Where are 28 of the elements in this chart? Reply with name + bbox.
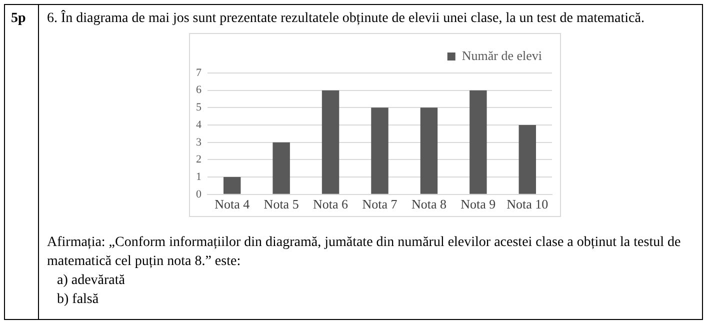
- bar: [223, 177, 241, 194]
- y-tick-label: 4: [196, 118, 202, 131]
- legend-label: Număr de elevi: [462, 48, 542, 63]
- x-tick-label: Nota 7: [362, 196, 398, 212]
- x-tick-label: Nota 10: [506, 196, 548, 212]
- y-tick-label: 1: [196, 170, 202, 183]
- y-tick-label: 7: [196, 66, 202, 79]
- bar: [470, 90, 487, 194]
- x-tick-label: Nota 8: [411, 196, 446, 212]
- x-tick-label: Nota 4: [214, 196, 250, 212]
- bar: [371, 108, 388, 194]
- y-tick-label: 2: [196, 154, 202, 166]
- y-tick-label: 6: [196, 84, 202, 96]
- bar: [518, 125, 536, 194]
- x-tick-label: Nota 9: [460, 196, 496, 212]
- x-tick-label: Nota 5: [264, 196, 299, 212]
- bar: [420, 108, 438, 194]
- y-tick-label: 5: [196, 102, 202, 114]
- y-tick-label: 0: [196, 188, 202, 200]
- text: b) falsă: [56, 291, 100, 309]
- text: a) adevărată: [56, 272, 126, 290]
- bar: [272, 142, 290, 194]
- text: 5p: [5, 5, 39, 319]
- bar: [322, 90, 340, 194]
- x-tick-label: Nota 6: [313, 196, 349, 212]
- text: Afirmația: „Conform informațiilor din diagramă, jumătate din numărul elevilor acestei clase a obținut la testul de matematică cel puțin nota 8.” este:: [47, 234, 682, 271]
- y-tick-label: 3: [196, 136, 202, 148]
- chart-title: 6. În diagrama de mai jos sunt prezentate rezultatele obținute de elevii unei clase, la un test de matematică.: [47, 11, 646, 27]
